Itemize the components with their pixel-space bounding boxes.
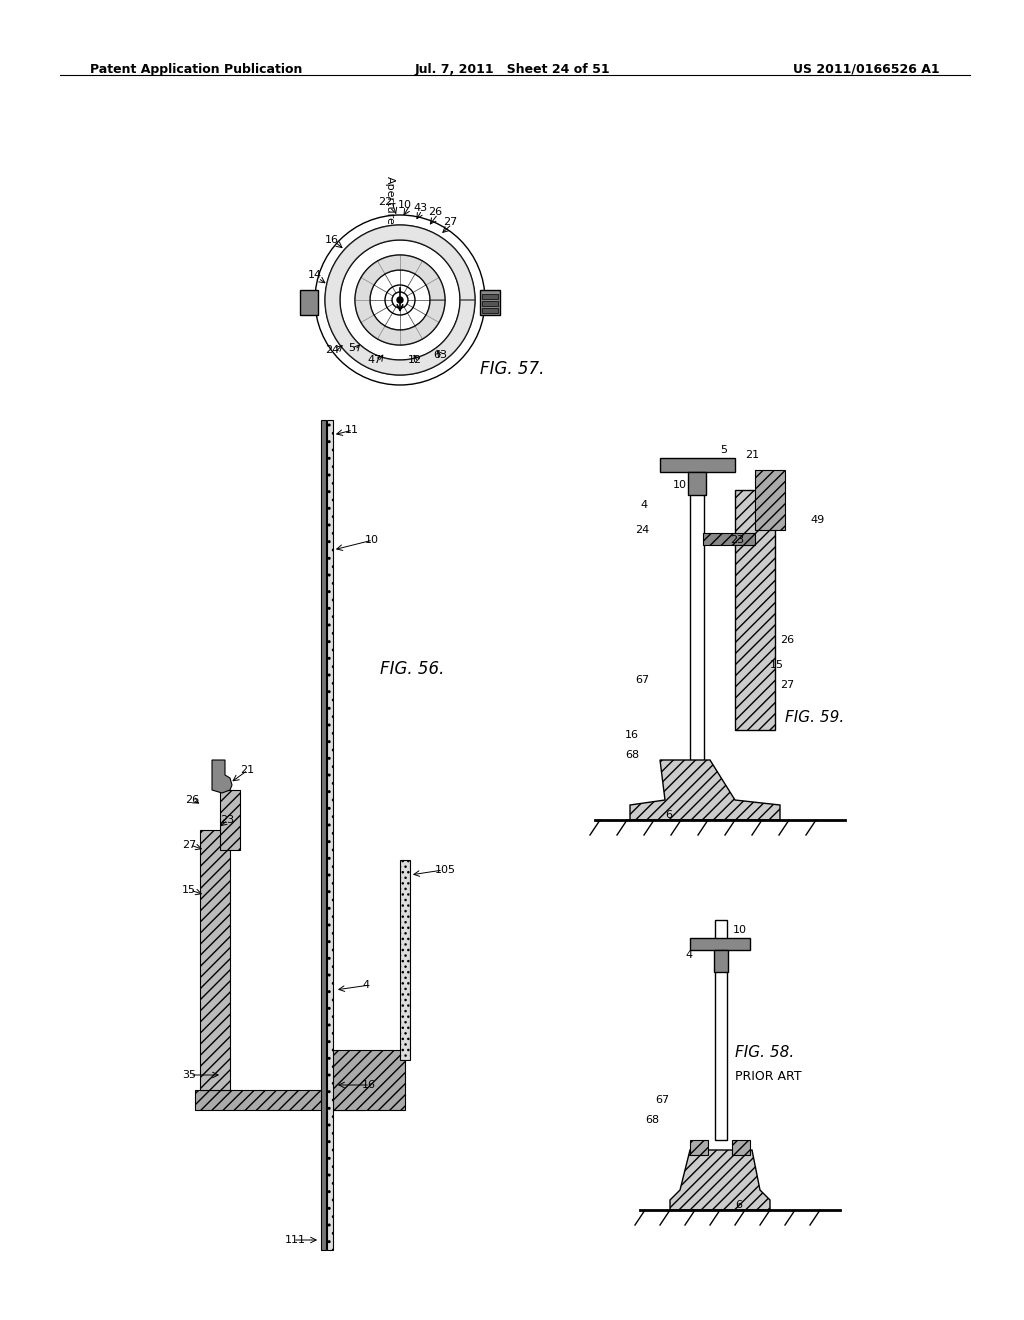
Text: PRIOR ART: PRIOR ART — [735, 1071, 802, 1082]
Text: 10: 10 — [398, 201, 412, 210]
Text: 35: 35 — [182, 1071, 196, 1080]
Bar — [200, 830, 230, 1090]
Text: 63: 63 — [433, 350, 447, 360]
Text: 6: 6 — [735, 1200, 742, 1210]
Polygon shape — [355, 255, 445, 345]
Bar — [715, 920, 727, 1140]
Text: 47: 47 — [368, 355, 382, 366]
Text: 67: 67 — [655, 1096, 669, 1105]
Text: 14: 14 — [308, 271, 323, 280]
Text: 16: 16 — [362, 1080, 376, 1090]
Text: 10: 10 — [673, 480, 687, 490]
Text: 26: 26 — [428, 207, 442, 216]
Text: US 2011/0166526 A1: US 2011/0166526 A1 — [794, 63, 940, 77]
Bar — [690, 459, 705, 770]
Text: 11: 11 — [345, 425, 359, 436]
Bar — [400, 861, 410, 1060]
Text: 16: 16 — [625, 730, 639, 741]
Bar — [195, 1090, 365, 1110]
Text: 4: 4 — [685, 950, 692, 960]
Bar — [703, 533, 755, 545]
Text: 5: 5 — [720, 445, 727, 455]
Bar — [735, 490, 775, 730]
Text: Jul. 7, 2011   Sheet 24 of 51: Jul. 7, 2011 Sheet 24 of 51 — [414, 63, 610, 77]
Text: 21: 21 — [240, 766, 254, 775]
Text: 4: 4 — [640, 500, 647, 510]
Text: 4: 4 — [362, 979, 369, 990]
Text: Patent Application Publication: Patent Application Publication — [90, 63, 302, 77]
Text: 27: 27 — [442, 216, 457, 227]
Bar — [482, 294, 498, 300]
Bar — [755, 470, 785, 531]
Text: Aperture: Aperture — [385, 176, 395, 224]
Text: FIG. 58.: FIG. 58. — [735, 1045, 795, 1060]
Text: 27: 27 — [182, 840, 197, 850]
Bar — [660, 458, 735, 473]
Text: 22: 22 — [378, 197, 392, 207]
Bar — [220, 789, 240, 850]
Bar — [300, 290, 318, 315]
Bar — [688, 473, 706, 495]
Polygon shape — [212, 760, 232, 793]
Text: 67: 67 — [635, 675, 649, 685]
Text: 27: 27 — [780, 680, 795, 690]
Text: FIG. 59.: FIG. 59. — [785, 710, 844, 725]
Polygon shape — [325, 224, 475, 375]
Bar — [482, 308, 498, 313]
Text: 105: 105 — [435, 865, 456, 875]
Text: 23: 23 — [730, 535, 744, 545]
Text: 68: 68 — [625, 750, 639, 760]
Circle shape — [397, 297, 403, 304]
Text: 43: 43 — [413, 203, 427, 213]
Bar — [690, 939, 750, 950]
Bar — [480, 290, 500, 315]
Text: 49: 49 — [810, 515, 824, 525]
Text: 10: 10 — [733, 925, 746, 935]
Text: 26: 26 — [780, 635, 795, 645]
Bar — [327, 420, 333, 1250]
Text: FIG. 57.: FIG. 57. — [480, 360, 545, 378]
Bar — [325, 1049, 406, 1110]
Text: 12: 12 — [408, 355, 422, 366]
Text: 6: 6 — [665, 810, 672, 820]
Text: FIG. 56.: FIG. 56. — [380, 660, 444, 678]
Bar — [732, 1140, 750, 1155]
Text: 24: 24 — [325, 345, 339, 355]
Text: 5: 5 — [348, 343, 355, 352]
Text: 16: 16 — [325, 235, 339, 246]
Text: 15: 15 — [182, 884, 196, 895]
Text: 23: 23 — [220, 814, 234, 825]
Polygon shape — [670, 1150, 770, 1210]
Text: 15: 15 — [770, 660, 784, 671]
Bar — [482, 301, 498, 306]
Text: 26: 26 — [185, 795, 199, 805]
Text: 10: 10 — [365, 535, 379, 545]
Bar — [321, 420, 326, 1250]
Bar — [714, 950, 728, 972]
Polygon shape — [630, 760, 780, 820]
Text: 24: 24 — [635, 525, 649, 535]
Bar — [690, 1140, 708, 1155]
Text: 21: 21 — [745, 450, 759, 459]
Text: 111: 111 — [285, 1236, 306, 1245]
Text: 68: 68 — [645, 1115, 659, 1125]
